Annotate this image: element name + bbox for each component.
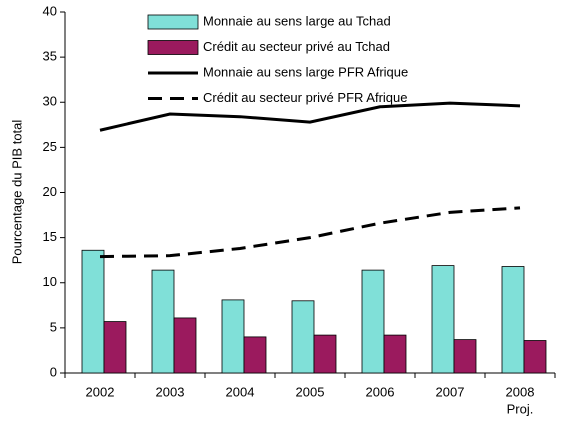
y-axis-label: Pourcentage du PIB total [9,120,24,265]
bar [523,340,547,374]
x-tick-label: 2005 [296,384,325,399]
legend-label: Monnaie au sens large PFR Afrique [203,64,408,79]
y-tick-label: 40 [43,3,57,18]
bar [361,269,385,374]
bar [151,269,175,374]
x-tick-label: 2003 [156,384,185,399]
y-tick-label: 35 [43,49,57,64]
y-tick-label: 0 [50,364,57,379]
line [99,101,521,132]
x-tick-label: 2004 [226,384,255,399]
bar [431,265,455,374]
legend-label: Crédit au secteur privé au Tchad [203,39,390,54]
bar [103,321,127,374]
bar [453,339,477,374]
y-tick-label: 30 [43,94,57,109]
y-tick-label: 10 [43,274,57,289]
bar [173,317,197,374]
x-tick-label: 2006 [366,384,395,399]
bar [501,266,525,374]
y-tick-label: 15 [43,229,57,244]
bar [291,300,315,374]
bar [243,336,267,374]
y-tick-label: 25 [43,139,57,154]
legend-swatch [147,14,199,30]
bar [221,299,245,374]
line [99,206,521,259]
bar [81,249,105,374]
legend-swatch [147,40,199,55]
x-tick-label: 2002 [86,384,115,399]
bar [313,334,337,374]
bar [383,334,407,374]
x-tick-label: 2008 [506,384,535,399]
annotation: Proj. [507,401,534,416]
y-tick-label: 5 [50,319,57,334]
legend-label: Crédit au secteur privé PFR Afrique [203,90,407,105]
legend-label: Monnaie au sens large au Tchad [203,13,391,28]
x-tick-label: 2007 [436,384,465,399]
y-tick-label: 20 [43,184,57,199]
